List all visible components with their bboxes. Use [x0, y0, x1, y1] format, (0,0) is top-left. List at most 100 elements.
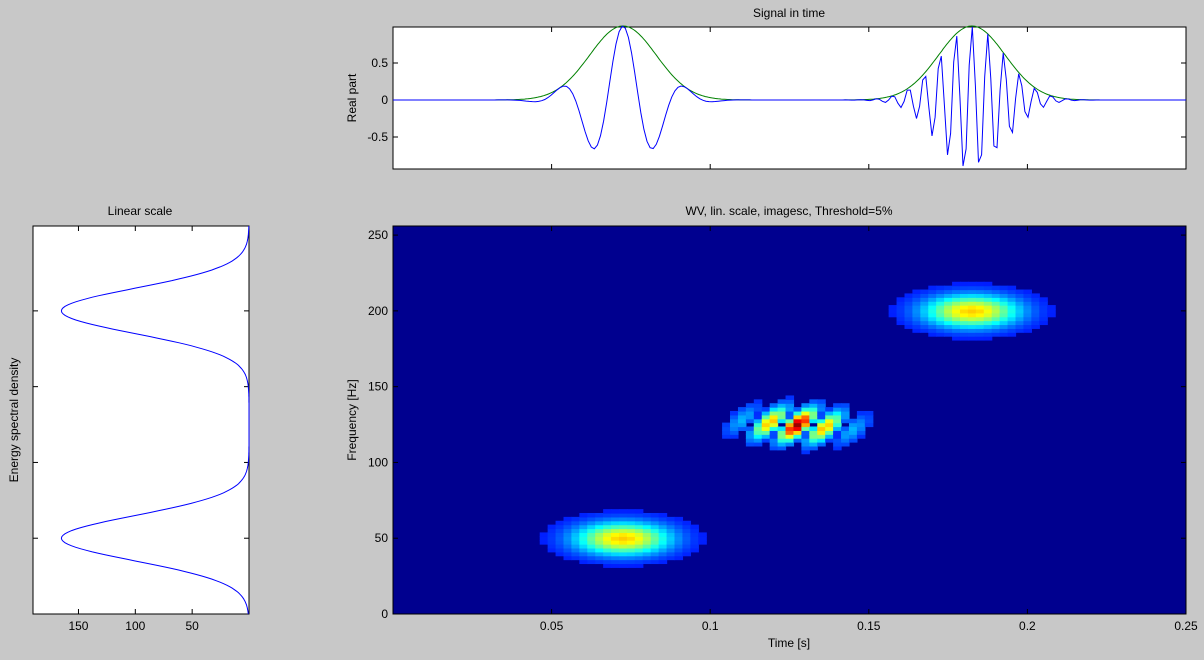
wv-cell: [999, 285, 1009, 291]
wv-cell: [761, 414, 771, 420]
wv-cell: [603, 536, 612, 541]
wv-cell: [1031, 301, 1040, 306]
spectrum-lines: [60, 226, 250, 615]
wv-cell: [595, 528, 604, 533]
wv-cell: [563, 540, 573, 545]
wv-cell: [793, 426, 802, 431]
wv-cell: [761, 426, 771, 431]
wv-cell: [856, 410, 866, 416]
wv-ytick-label: 100: [368, 455, 388, 469]
wv-cell: [896, 301, 906, 306]
wv-cell: [634, 536, 644, 541]
wv-cell: [1023, 293, 1032, 298]
wv-cell: [864, 422, 874, 428]
wv-cell: [967, 332, 977, 337]
wv-cell: [595, 540, 604, 545]
wv-cell: [975, 312, 985, 318]
wv-cell: [944, 316, 953, 322]
wv-cell: [769, 422, 779, 428]
wv-cell: [1031, 320, 1040, 326]
wv-cell: [912, 328, 921, 333]
wv-cell: [563, 551, 573, 557]
wv-cell: [967, 305, 977, 310]
wv-cell: [626, 540, 636, 545]
wv-cell: [983, 316, 993, 322]
wv-cell: [722, 426, 731, 431]
wv-cell: [658, 528, 668, 533]
wv-cell: [967, 308, 977, 314]
wv-cell: [920, 305, 929, 310]
wv-cell: [753, 407, 763, 412]
signal-ytick-label: -0.5: [367, 130, 388, 144]
wv-cell: [952, 332, 961, 337]
wv-cell: [737, 422, 747, 428]
wv-cell: [539, 532, 549, 537]
wv-cell: [682, 536, 691, 541]
wv-cell: [674, 516, 684, 522]
wv-cell: [603, 513, 612, 518]
wv-cell: [650, 555, 660, 561]
wv-cell: [904, 297, 914, 302]
wv-cell: [626, 513, 636, 518]
wv-cell: [650, 524, 660, 530]
wv-cell: [611, 563, 620, 568]
wv-cell: [777, 426, 787, 431]
wv-cell: [555, 524, 565, 530]
wv-cell: [611, 520, 620, 526]
signal-real-part-line: [393, 25, 1186, 167]
wv-ytick-label: 150: [368, 380, 388, 394]
wv-cell: [595, 513, 604, 518]
signal-lines: [393, 25, 1186, 167]
wv-cell: [642, 559, 652, 565]
wv-cell: [928, 308, 937, 314]
wv-cell: [975, 305, 985, 310]
wv-cell: [848, 422, 858, 428]
wv-cell: [1039, 297, 1048, 302]
wv-cell: [999, 301, 1009, 306]
wv-cell: [611, 524, 620, 530]
wv-cell: [587, 547, 596, 553]
wv-cell: [658, 540, 668, 545]
wv-cell: [833, 445, 842, 451]
wv-cell: [555, 528, 565, 533]
wv-xtick-label: 0.05: [540, 619, 564, 633]
wv-cell: [547, 547, 557, 553]
wv-cell: [595, 532, 604, 537]
spectrum-line: [60, 226, 250, 615]
wv-cell: [619, 536, 628, 541]
wv-cell: [698, 536, 707, 541]
wv-cell: [983, 324, 993, 329]
wv-cell: [777, 434, 787, 439]
wv-cell: [888, 305, 898, 310]
wv-cell: [975, 285, 985, 291]
wv-cell: [1015, 308, 1025, 314]
wv-cell: [928, 285, 937, 291]
wv-cell: [777, 418, 787, 424]
wv-cell: [896, 316, 906, 322]
wv-cell: [555, 551, 565, 557]
wv-cell: [959, 285, 969, 291]
wv-cell: [563, 532, 573, 537]
wv-cell: [634, 563, 644, 568]
wv-cell: [658, 559, 668, 565]
wv-cell: [936, 297, 945, 302]
wv-cell: [912, 289, 921, 295]
wv-cell: [793, 414, 802, 420]
wv-cell: [952, 297, 961, 302]
wv-cell: [674, 532, 684, 537]
wv-cell: [833, 430, 842, 435]
wv-cell: [722, 430, 731, 435]
wv-cell: [777, 410, 787, 416]
wv-cell: [785, 434, 795, 439]
wv-cell: [841, 403, 850, 408]
wv-cell: [936, 285, 945, 291]
wv-cell: [833, 410, 842, 416]
wv-cell: [666, 555, 676, 561]
wv-cell: [975, 297, 985, 302]
wv-cell: [587, 520, 596, 526]
wv-cell: [658, 520, 668, 526]
wv-cell: [825, 430, 834, 435]
wv-cell: [952, 281, 961, 287]
wv-cell: [841, 418, 850, 424]
